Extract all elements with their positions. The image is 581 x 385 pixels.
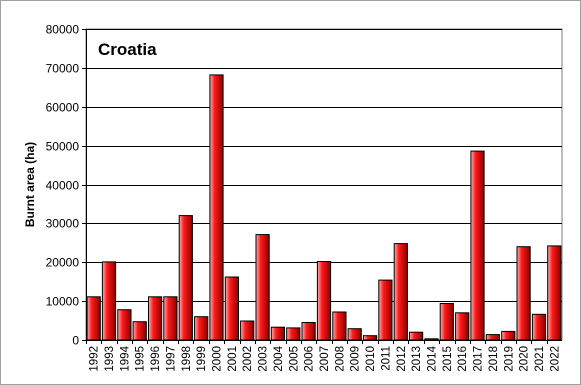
x-tick-label: 2009	[350, 346, 362, 372]
bar-1999	[194, 316, 209, 341]
bar-2022	[547, 245, 562, 341]
x-tick-label: 2015	[442, 346, 454, 372]
x-tick-labels: 1992 1993 1994 1995 1996 1997 1998 1999 2000 2001…	[86, 340, 561, 372]
bar-2008	[332, 311, 347, 341]
bars	[86, 74, 562, 341]
bar-2013	[409, 331, 424, 341]
x-tick-label: 1997	[165, 346, 177, 372]
x-tick-label: 2013	[411, 346, 423, 372]
axes	[86, 29, 562, 341]
bar-2015	[439, 303, 454, 341]
x-tick-label: 1992	[89, 346, 101, 372]
bar-2012	[393, 243, 408, 341]
bar-1995	[132, 321, 147, 341]
bar-2003	[255, 234, 270, 341]
bar-2001	[224, 276, 240, 341]
x-tick-label: 2022	[549, 346, 561, 372]
x-tick-label: 2004	[273, 345, 285, 371]
x-tick-label: 1998	[181, 346, 193, 372]
bar-1996	[148, 296, 163, 341]
bar-2000	[209, 74, 224, 341]
y-tick-label: 60000	[46, 101, 80, 115]
bar-2020	[516, 246, 531, 341]
x-tick-label: 1995	[135, 346, 147, 372]
bar-2017	[470, 150, 485, 341]
bar-1993	[101, 261, 117, 341]
x-tick-label: 2018	[488, 346, 500, 372]
x-tick-label: 2012	[396, 346, 408, 372]
y-tick-label: 40000	[46, 179, 80, 193]
x-tick-label: 1994	[119, 345, 131, 371]
x-tick-label: 2014	[426, 345, 438, 371]
y-axis-title: Burnt area (ha)	[23, 142, 37, 227]
x-tick-label: 2008	[334, 346, 346, 372]
bar-2007	[316, 261, 332, 341]
bar-2010	[363, 335, 378, 341]
x-tick-label: 2016	[457, 346, 469, 372]
bar-2002	[240, 320, 255, 341]
y-tick-label: 80000	[46, 23, 80, 37]
x-tick-label: 2001	[227, 346, 239, 372]
bar-2014	[424, 338, 439, 341]
x-tick-label: 2017	[473, 346, 485, 372]
y-tick-label: 30000	[46, 217, 80, 231]
bar-1994	[117, 309, 132, 341]
bar-1997	[163, 296, 178, 341]
x-tick-label: 1996	[150, 346, 162, 372]
x-tick-label: 1993	[104, 346, 116, 372]
x-tick-label: 2010	[365, 346, 377, 372]
x-tick-label: 2021	[534, 346, 546, 372]
x-tick-label: 2020	[519, 346, 531, 372]
x-tick-label: 2006	[304, 346, 316, 372]
y-tick-label: 10000	[46, 295, 80, 309]
bar-2021	[531, 313, 547, 341]
y-tick-labels: 0 10000 20000 30000 40000 50000 60000 70000 8000…	[46, 23, 86, 348]
x-tick-label: 2003	[258, 346, 270, 372]
bar-2016	[455, 312, 470, 341]
bar-2011	[378, 279, 393, 341]
chart-title: Croatia	[98, 40, 157, 59]
y-tick-label: 70000	[46, 62, 80, 76]
x-tick-label: 2011	[380, 346, 392, 371]
bar-2009	[347, 328, 362, 341]
x-tick-label: 2000	[212, 346, 224, 372]
x-tick-label: 2002	[242, 346, 254, 372]
bar-2019	[501, 330, 516, 341]
x-tick-label: 2019	[503, 346, 515, 372]
x-tick-label: 2005	[288, 346, 300, 372]
y-tick-label: 0	[72, 334, 79, 348]
x-tick-label: 2007	[319, 346, 331, 372]
bar-2018	[485, 334, 500, 341]
bar-2005	[286, 327, 301, 341]
x-tick-label: 1999	[196, 346, 208, 372]
y-tick-label: 20000	[46, 256, 80, 270]
bar-1998	[178, 215, 193, 341]
bar-1992	[86, 296, 101, 341]
bar-2004	[270, 326, 285, 341]
bar-2006	[301, 322, 316, 341]
y-tick-label: 50000	[46, 140, 80, 154]
